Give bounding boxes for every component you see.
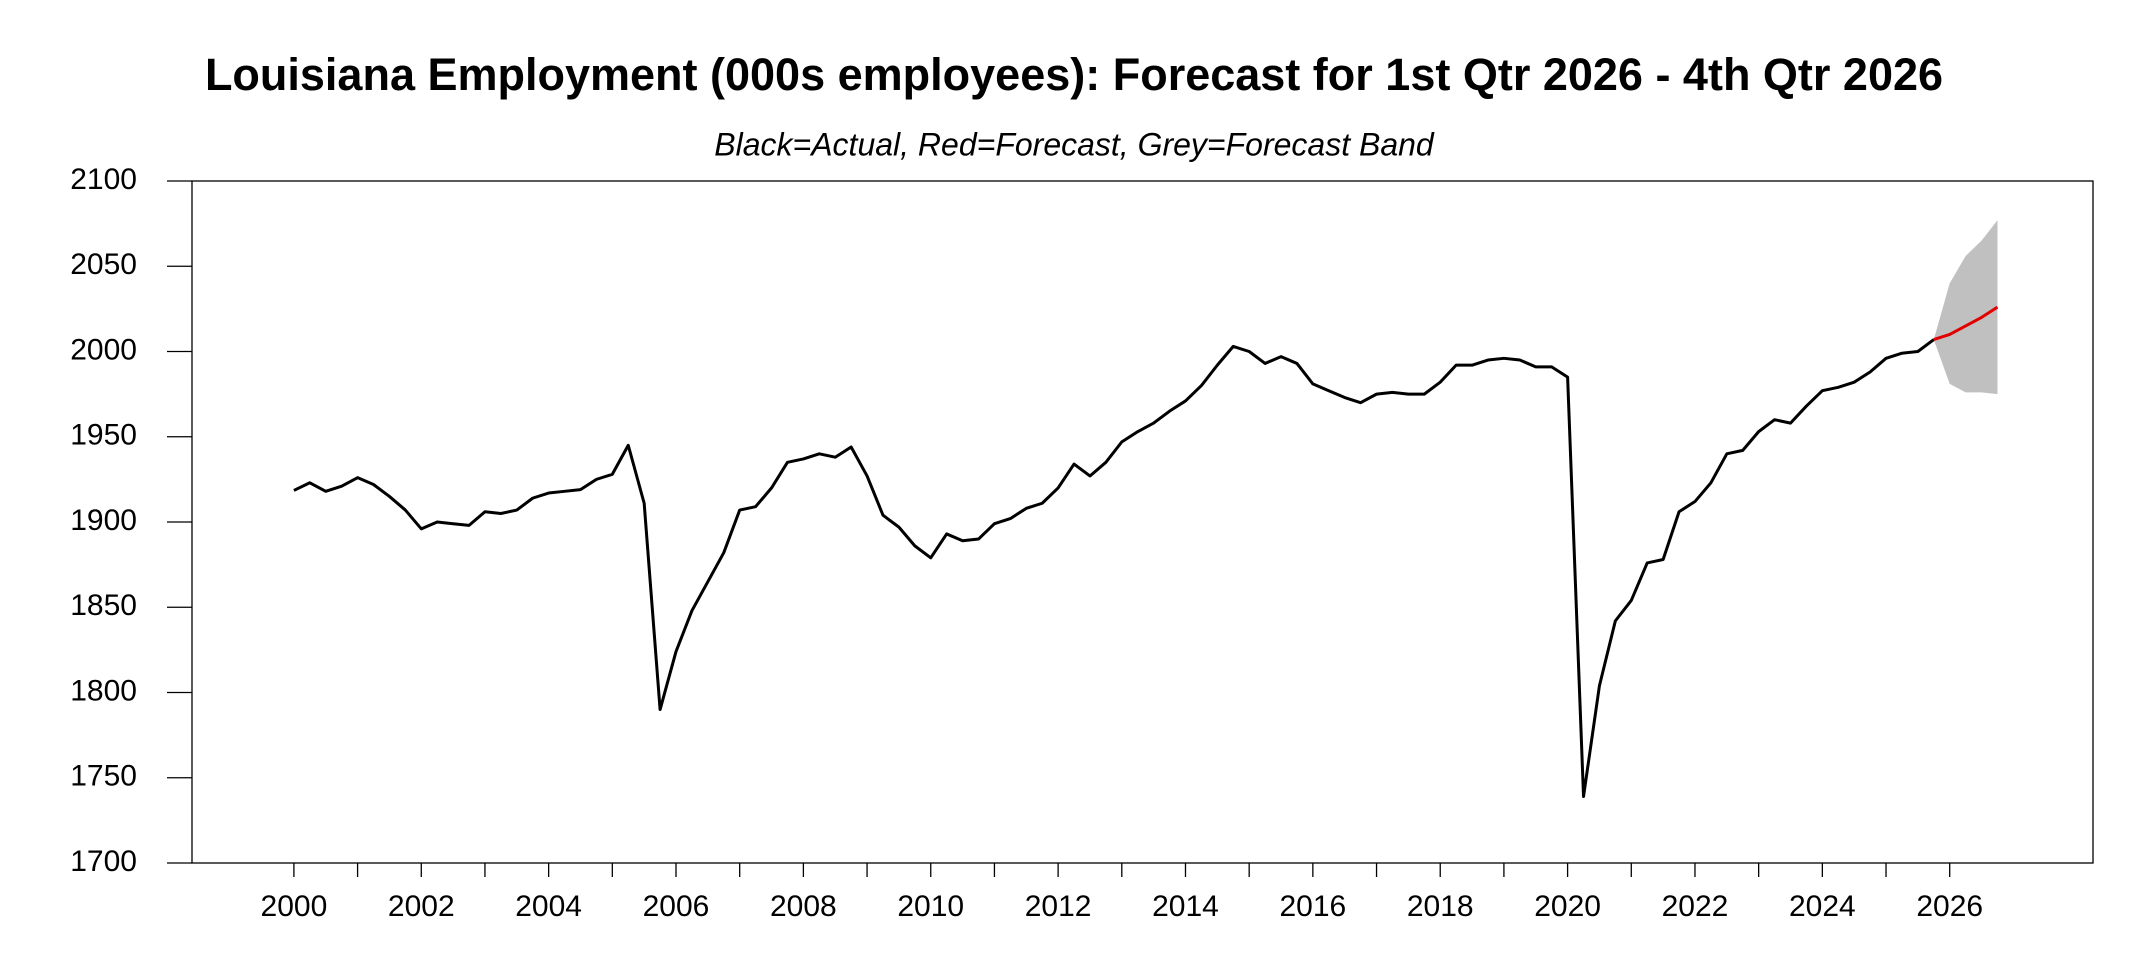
x-tick-label: 2012 [1025,890,1092,923]
y-tick-label: 1900 [70,504,137,537]
x-tick-label: 2000 [261,890,328,923]
series-line [293,338,1935,799]
y-tick-label: 1850 [70,589,137,622]
x-tick-label: 2020 [1534,890,1601,923]
y-tick-label: 2100 [70,163,137,196]
x-tick-label: 2018 [1407,890,1474,923]
y-tick-label: 2050 [70,248,137,281]
y-tick-label: 1800 [70,674,137,707]
x-tick-label: 2022 [1662,890,1729,923]
y-tick-label: 1700 [70,845,137,878]
y-tick-label: 1750 [70,760,137,793]
plot-frame [191,180,2094,864]
x-tick-label: 2024 [1789,890,1856,923]
x-tick-label: 2002 [388,890,455,923]
forecast-band [1933,220,1998,395]
y-tick-label: 2000 [70,333,137,366]
x-tick-label: 2010 [897,890,964,923]
series-line [1933,305,1999,341]
x-tick-label: 2004 [515,890,582,923]
x-tick-label: 2026 [1916,890,1983,923]
x-tick-label: 2006 [643,890,710,923]
x-tick-label: 2016 [1279,890,1346,923]
y-tick-label: 1950 [70,419,137,452]
x-tick-label: 2014 [1152,890,1219,923]
chart-subtitle: Black=Actual, Red=Forecast, Grey=Forecas… [714,126,1435,162]
chart-title: Louisiana Employment (000s employees): F… [205,49,1943,100]
x-tick-label: 2008 [770,890,837,923]
